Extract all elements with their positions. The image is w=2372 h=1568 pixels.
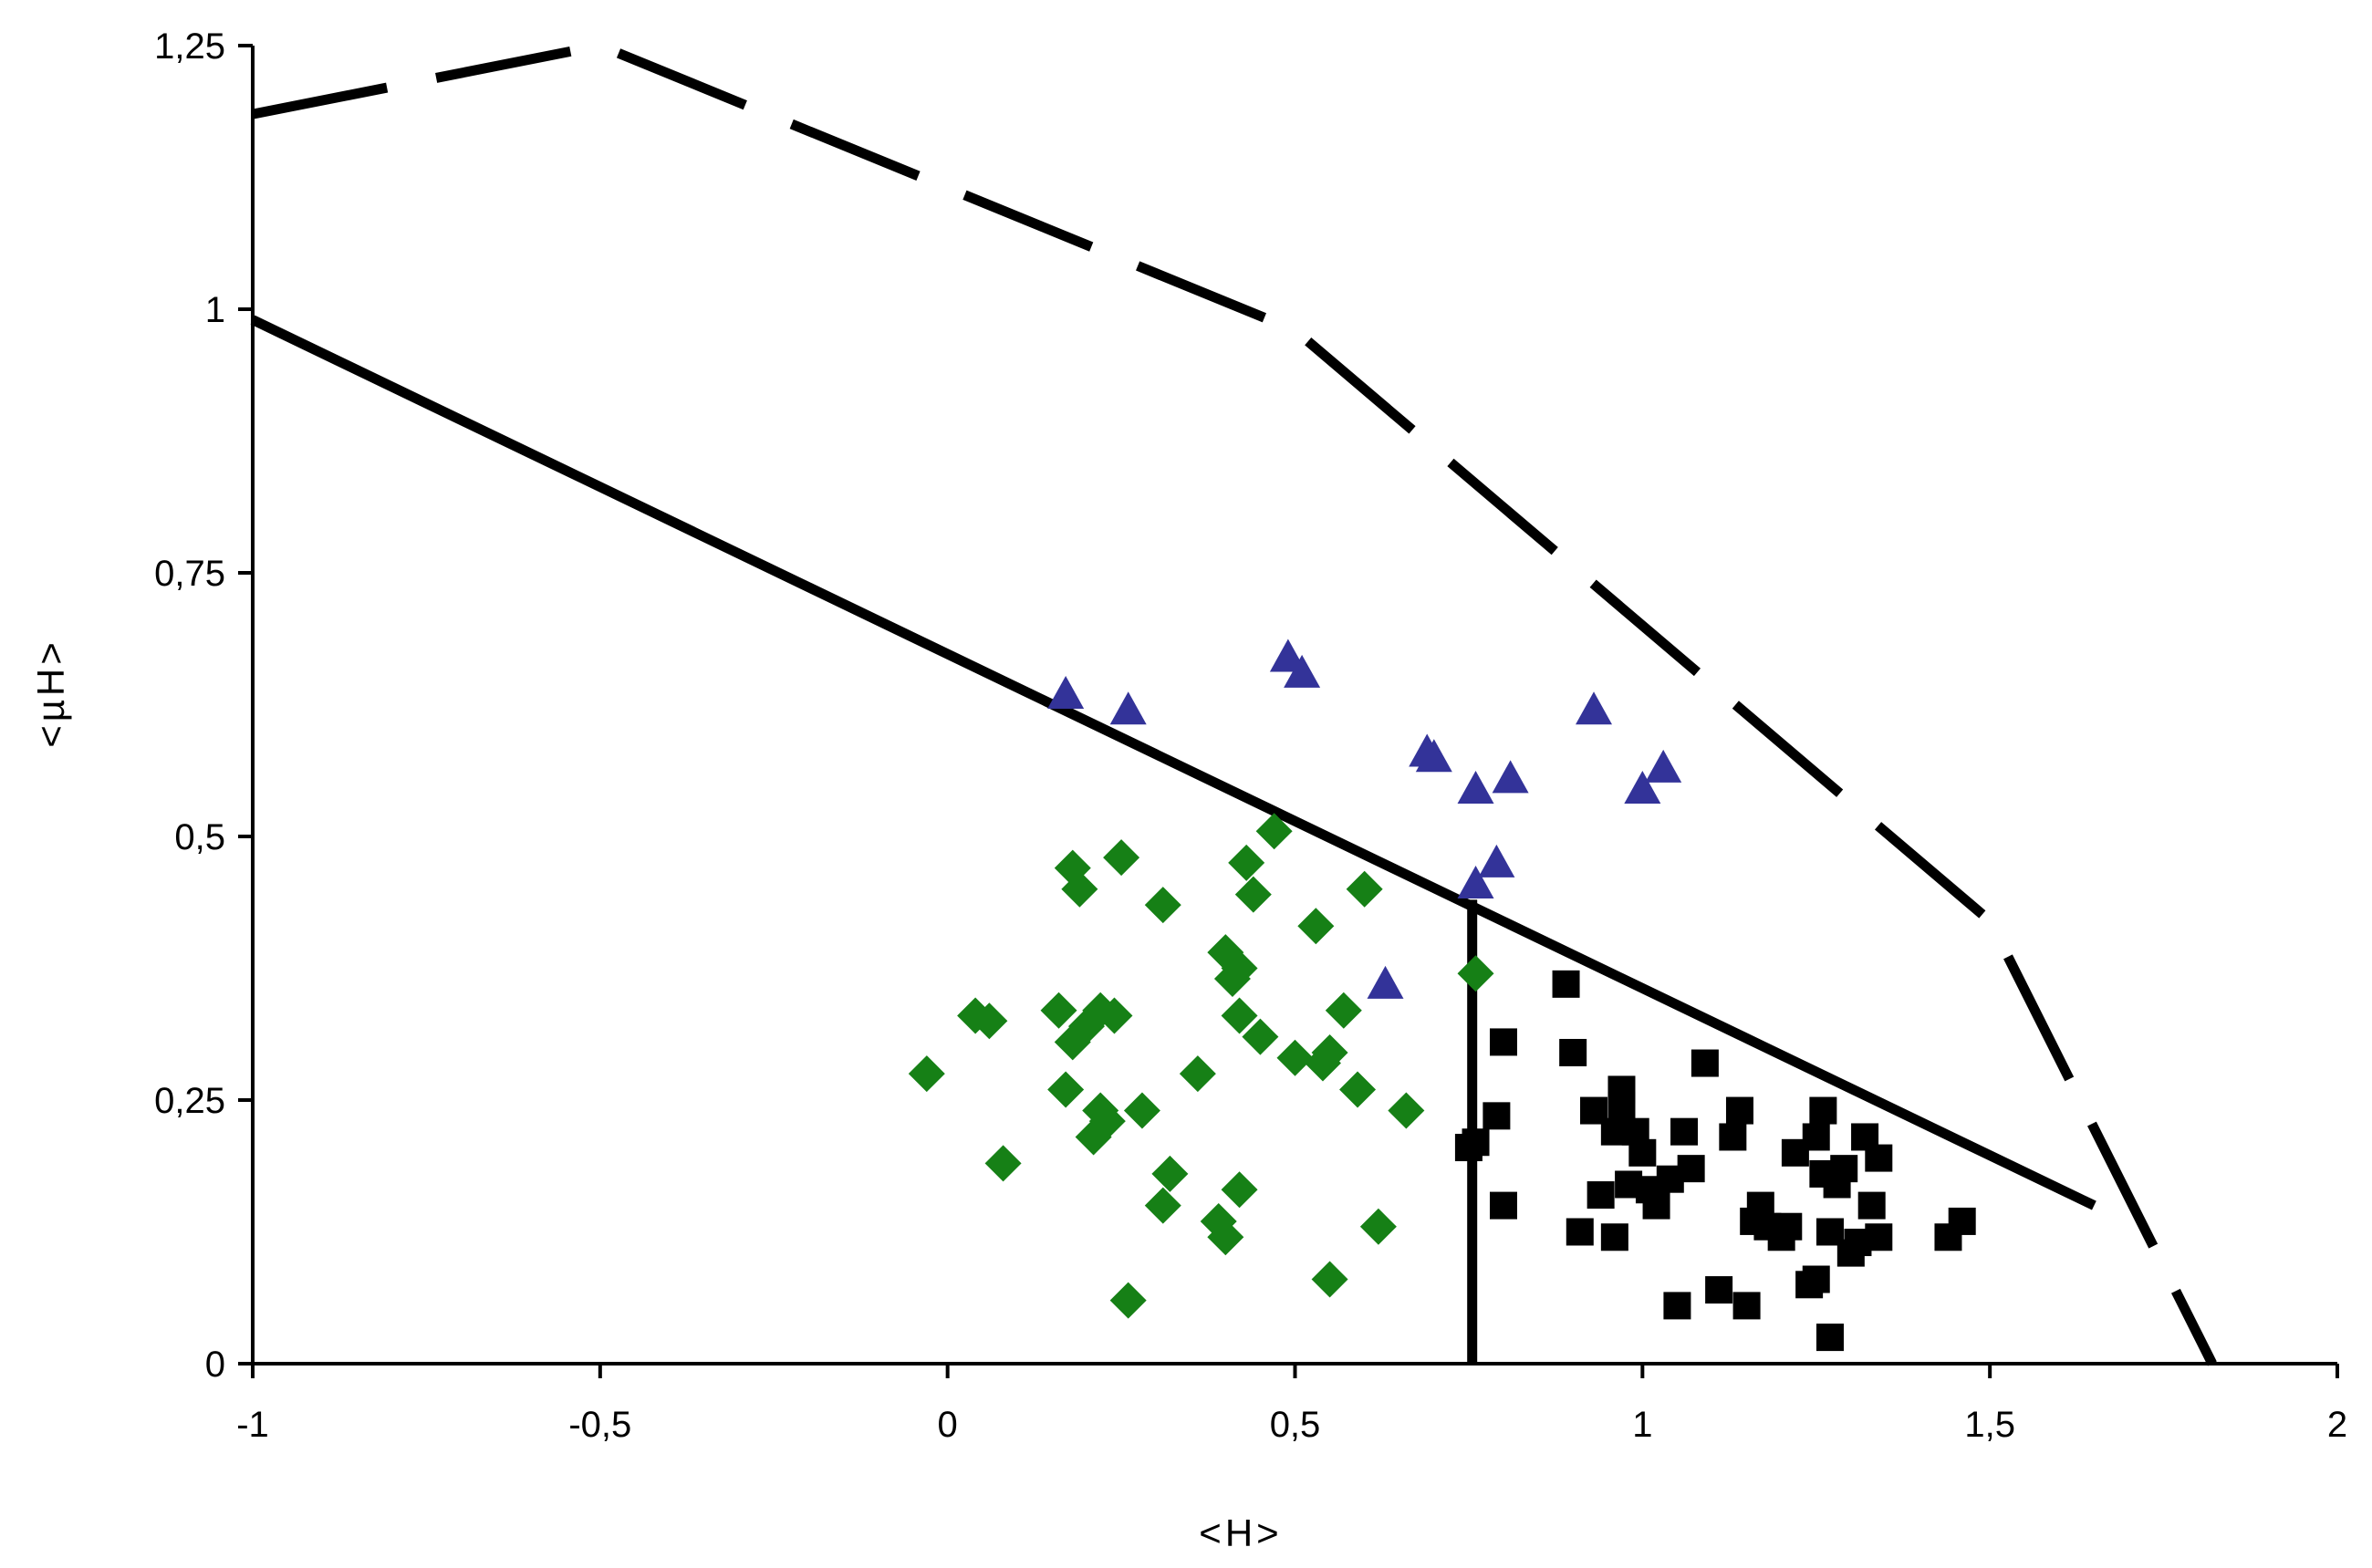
triangle-point	[1284, 654, 1321, 688]
diamond-point	[1242, 1018, 1279, 1055]
triangle-point	[1624, 770, 1661, 804]
diamond-point	[1255, 813, 1293, 850]
x-tick-label: 2	[2327, 1405, 2347, 1445]
y-tick-label: 0,75	[154, 554, 225, 594]
diamond-point	[971, 1002, 1008, 1040]
diamond-point	[1109, 1282, 1147, 1319]
y-tick-label: 1	[205, 290, 225, 330]
diamond-point	[1221, 1171, 1258, 1209]
square-point	[1705, 1276, 1733, 1304]
diamond-point	[1144, 887, 1181, 924]
data-points	[908, 639, 1976, 1352]
diamond-point	[1123, 1092, 1160, 1129]
diamond-point	[908, 1055, 945, 1093]
triangle-point	[1576, 691, 1613, 725]
x-tick-label: 0,5	[1270, 1405, 1321, 1445]
x-tick-label: 0	[938, 1405, 958, 1445]
square-point	[1552, 970, 1580, 998]
square-point	[1462, 1128, 1490, 1157]
square-point	[1663, 1292, 1691, 1320]
x-tick-label: 1,5	[1964, 1405, 2015, 1445]
square-point	[1830, 1155, 1858, 1183]
diamond-point	[1103, 839, 1140, 877]
diamond-point	[1221, 950, 1258, 987]
square-point	[1607, 1091, 1636, 1119]
diamond-point	[1151, 1155, 1189, 1192]
square-point	[1865, 1144, 1893, 1172]
diamond-point	[1096, 997, 1133, 1034]
y-tick-label: 0,25	[154, 1081, 225, 1121]
diamond-point	[1228, 844, 1265, 881]
diamond-point	[1457, 955, 1494, 992]
y-tick-label: 0	[205, 1345, 225, 1385]
dashed-boundary-line-0	[251, 40, 2217, 1366]
triangle-point	[1047, 675, 1085, 709]
diamond-point	[1221, 997, 1258, 1034]
square-point	[1815, 1324, 1844, 1352]
diamond-point	[1339, 1071, 1377, 1108]
x-tick-label: -0,5	[568, 1405, 631, 1445]
axes: -1 -0,5 0 0,5 1 1,5 2 0 0,25 0,5 0,75 1 1,25	[154, 26, 2347, 1445]
diamond-point	[1040, 992, 1077, 1029]
triangle-point	[1457, 770, 1494, 804]
square-point	[1587, 1181, 1615, 1210]
boundary-lines	[250, 40, 2217, 1366]
square-point	[1677, 1155, 1705, 1183]
square-point	[1490, 1028, 1517, 1056]
triangle-point	[1478, 844, 1515, 877]
diamond-point	[1359, 1208, 1397, 1245]
diamond-point	[1311, 1261, 1348, 1298]
triangle-point	[1415, 739, 1452, 773]
y-axis-title: <µH>	[29, 639, 72, 748]
square-point	[1559, 1038, 1587, 1066]
square-point	[1670, 1117, 1699, 1146]
square-point	[1948, 1207, 1976, 1235]
square-point	[1642, 1191, 1670, 1220]
square-point	[1802, 1265, 1830, 1293]
square-point	[1600, 1223, 1628, 1251]
square-point	[1802, 1123, 1830, 1151]
square-point	[1865, 1223, 1893, 1251]
triangle-point	[1645, 749, 1682, 783]
diamond-point	[1179, 1055, 1216, 1093]
square-point	[1566, 1218, 1594, 1246]
square-point	[1774, 1212, 1803, 1241]
square-point	[1857, 1191, 1886, 1220]
square-point	[1809, 1096, 1837, 1125]
square-point	[1482, 1102, 1511, 1130]
diamond-point	[1144, 1187, 1181, 1224]
square-point	[1490, 1191, 1517, 1220]
diamond-point	[1276, 1039, 1314, 1076]
diamond-point	[1207, 1219, 1244, 1256]
diamond-point	[984, 1145, 1022, 1182]
diamond-point	[1047, 1071, 1085, 1108]
y-tick-label: 0,5	[174, 817, 225, 857]
diamond-point	[1234, 876, 1272, 913]
diamond-point	[1088, 1103, 1126, 1140]
triangle-point	[1457, 866, 1494, 899]
triangle-point	[1367, 965, 1404, 999]
triangle-point	[1109, 691, 1147, 725]
triangle-point	[1492, 760, 1529, 794]
x-tick-label: 1	[1632, 1405, 1652, 1445]
square-point	[1732, 1292, 1761, 1320]
solid-boundary-line-1	[250, 315, 2096, 1210]
square-point	[1725, 1096, 1753, 1125]
x-axis-title: <H>	[1199, 1511, 1282, 1554]
diamond-point	[1297, 908, 1335, 945]
x-tick-label: -1	[236, 1405, 269, 1445]
y-tick-label: 1,25	[154, 26, 225, 67]
diamond-point	[1325, 992, 1362, 1029]
diamond-point	[1311, 1033, 1348, 1071]
square-point	[1719, 1123, 1747, 1151]
diamond-point	[1061, 870, 1098, 908]
diamond-point	[1346, 870, 1383, 908]
square-point	[1628, 1138, 1657, 1167]
diamond-point	[1388, 1092, 1425, 1129]
square-point	[1691, 1049, 1719, 1077]
